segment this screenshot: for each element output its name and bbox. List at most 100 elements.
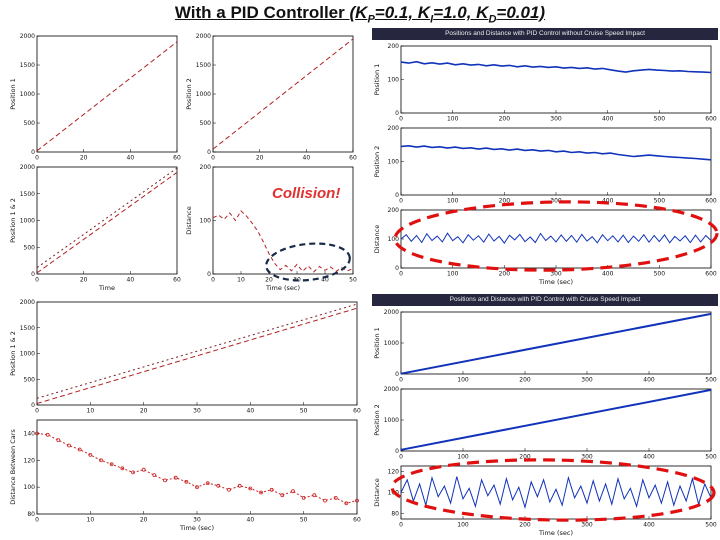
svg-text:1500: 1500 xyxy=(196,62,211,69)
chart-c-distance-between-cars: 0 10 20 30 40 50 60 80 100 120 140 Time (sec) Distan… xyxy=(9,419,361,532)
svg-text:300: 300 xyxy=(550,198,562,205)
svg-text:Time (sec): Time (sec) xyxy=(179,524,214,532)
svg-text:300: 300 xyxy=(581,522,593,529)
svg-text:50: 50 xyxy=(300,408,308,415)
svg-text:0: 0 xyxy=(35,517,39,524)
svg-text:80: 80 xyxy=(391,511,399,518)
svg-text:1500: 1500 xyxy=(20,325,35,332)
svg-text:500: 500 xyxy=(654,271,666,278)
svg-text:300: 300 xyxy=(581,454,593,461)
svg-text:100: 100 xyxy=(457,522,469,529)
svg-text:300: 300 xyxy=(550,116,562,123)
chart-b-distance: 0 100 200 300 400 500 600 0 100 200 Time (sec) Dist… xyxy=(373,207,717,286)
chart-d-position1: 0 100 200 300 400 500 0 1000 2000 Position 1 xyxy=(373,309,717,384)
svg-text:300: 300 xyxy=(581,377,593,384)
svg-text:1000: 1000 xyxy=(196,91,211,98)
svg-text:500: 500 xyxy=(654,198,666,205)
chart-b-position1: 0 100 200 300 400 500 600 0 100 200 Position 1 xyxy=(373,43,717,123)
svg-text:0: 0 xyxy=(207,271,211,278)
svg-text:200: 200 xyxy=(519,454,531,461)
svg-text:0: 0 xyxy=(35,408,39,415)
figure-title-without-cruise: Positions and Distance with PID Control … xyxy=(372,28,718,40)
svg-text:1000: 1000 xyxy=(384,340,399,347)
svg-text:50: 50 xyxy=(349,277,357,284)
svg-text:Position 1 & 2: Position 1 & 2 xyxy=(9,331,17,376)
svg-text:Position 2: Position 2 xyxy=(373,404,381,436)
svg-text:60: 60 xyxy=(353,517,361,524)
svg-text:100: 100 xyxy=(447,198,459,205)
svg-text:2000: 2000 xyxy=(20,33,35,40)
svg-text:30: 30 xyxy=(193,517,201,524)
svg-text:100: 100 xyxy=(447,271,459,278)
svg-text:100: 100 xyxy=(388,77,400,84)
svg-text:500: 500 xyxy=(24,376,36,383)
svg-text:Position 1 & 2: Position 1 & 2 xyxy=(9,198,17,243)
svg-text:500: 500 xyxy=(200,120,212,127)
svg-text:1500: 1500 xyxy=(20,62,35,69)
svg-text:0: 0 xyxy=(399,522,403,529)
svg-text:40: 40 xyxy=(127,277,135,284)
slide-title-params: (KP=0.1, KI=1.0, KD=0.01) xyxy=(349,3,546,26)
svg-text:0: 0 xyxy=(395,265,399,272)
svg-text:1000: 1000 xyxy=(20,218,35,225)
svg-text:30: 30 xyxy=(193,408,201,415)
svg-text:60: 60 xyxy=(353,408,361,415)
svg-text:400: 400 xyxy=(643,522,655,529)
svg-text:2000: 2000 xyxy=(20,299,35,306)
svg-text:Time (sec): Time (sec) xyxy=(265,284,300,292)
svg-text:60: 60 xyxy=(173,155,181,162)
svg-text:1000: 1000 xyxy=(20,351,35,358)
svg-text:Position 2: Position 2 xyxy=(373,146,381,178)
svg-text:Time (sec): Time (sec) xyxy=(538,529,573,537)
svg-text:50: 50 xyxy=(300,517,308,524)
svg-text:500: 500 xyxy=(24,120,36,127)
chart-d-position2: 0 100 200 300 400 500 0 1000 2000 Position 2 xyxy=(373,386,717,461)
svg-text:0: 0 xyxy=(207,149,211,156)
svg-text:Distance Between Cars: Distance Between Cars xyxy=(9,429,17,505)
svg-text:200: 200 xyxy=(499,116,511,123)
svg-text:100: 100 xyxy=(388,159,400,166)
svg-text:200: 200 xyxy=(499,198,511,205)
svg-text:40: 40 xyxy=(303,155,311,162)
svg-text:100: 100 xyxy=(200,218,212,225)
svg-text:Position 1: Position 1 xyxy=(9,78,17,110)
svg-text:40: 40 xyxy=(321,277,329,284)
svg-text:500: 500 xyxy=(705,454,717,461)
slide-title: With a PID Controller (KP=0.1, KI=1.0, K… xyxy=(0,3,720,25)
svg-text:Time: Time xyxy=(98,284,115,292)
svg-text:0: 0 xyxy=(395,110,399,117)
svg-text:600: 600 xyxy=(705,116,717,123)
figure-title-with-cruise: Positions and Distance with PID Control … xyxy=(372,294,718,306)
chart-distance-collision: 0 10 20 30 40 50 0 100 200 Time (sec) Distance xyxy=(185,164,357,292)
svg-text:2000: 2000 xyxy=(384,309,399,316)
chart-position2: 0 20 40 60 0 500 1000 1500 2000 Position 2 xyxy=(185,33,357,162)
svg-text:500: 500 xyxy=(705,522,717,529)
svg-text:400: 400 xyxy=(643,377,655,384)
svg-text:200: 200 xyxy=(388,43,400,50)
svg-text:600: 600 xyxy=(705,198,717,205)
svg-text:100: 100 xyxy=(388,490,400,497)
svg-text:Position 1: Position 1 xyxy=(373,64,381,96)
svg-text:20: 20 xyxy=(265,277,273,284)
svg-text:0: 0 xyxy=(35,155,39,162)
svg-text:20: 20 xyxy=(80,155,88,162)
svg-text:20: 20 xyxy=(256,155,264,162)
figure-positions-distance-small: 0 20 40 60 0 500 1000 1500 2000 Position 1 0 20 40 6… xyxy=(8,30,360,292)
svg-text:300: 300 xyxy=(550,271,562,278)
svg-text:0: 0 xyxy=(31,149,35,156)
svg-text:Position 1: Position 1 xyxy=(373,327,381,359)
svg-text:40: 40 xyxy=(247,408,255,415)
svg-text:40: 40 xyxy=(247,517,255,524)
svg-text:80: 80 xyxy=(27,511,35,518)
svg-text:2000: 2000 xyxy=(384,386,399,393)
svg-text:0: 0 xyxy=(211,155,215,162)
svg-text:120: 120 xyxy=(388,468,400,475)
svg-text:600: 600 xyxy=(705,271,717,278)
figure-without-cruise-impact: Positions and Distance with PID Control … xyxy=(372,28,718,286)
chart-position1: 0 20 40 60 0 500 1000 1500 2000 Position 1 xyxy=(9,33,181,162)
svg-text:400: 400 xyxy=(602,198,614,205)
svg-text:40: 40 xyxy=(127,155,135,162)
svg-text:100: 100 xyxy=(457,454,469,461)
svg-text:200: 200 xyxy=(499,271,511,278)
chart-position1and2: 0 20 40 60 0 500 1000 1500 2000 Time Position 1 & … xyxy=(9,164,181,292)
